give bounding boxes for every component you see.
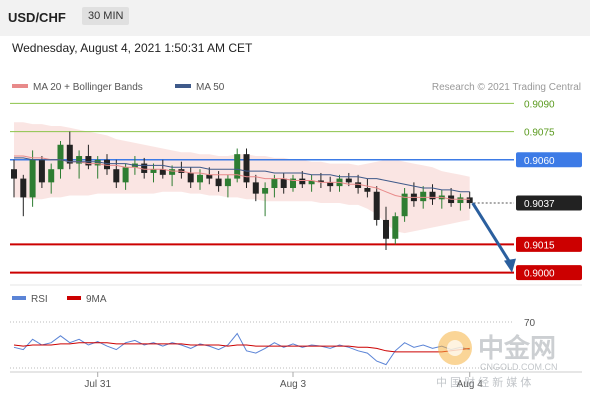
candle-body <box>215 178 222 187</box>
candle-body <box>11 169 17 179</box>
level-labels: 0.9090 0.9075 0.9060 0.9037 0.9015 0.9000 <box>516 99 582 281</box>
candle-body <box>224 178 231 187</box>
candle-body <box>299 178 306 185</box>
rsi-legend-swatch-1 <box>67 296 81 300</box>
legend-swatch-1 <box>175 84 191 88</box>
legend-swatch-0 <box>12 84 28 88</box>
candle-body <box>94 159 101 166</box>
candle-body <box>29 159 36 198</box>
candle-body <box>308 180 315 185</box>
legend-label-1: MA 50 <box>196 82 225 93</box>
rsi-series-rsi <box>13 332 470 366</box>
candle-body <box>262 188 269 194</box>
watermark-url: CNGOLD.COM.CN <box>480 362 558 372</box>
rsi-legend-swatch-0 <box>12 296 26 300</box>
candle-body <box>187 172 194 183</box>
candle-body <box>76 156 83 164</box>
level-lines <box>10 102 514 274</box>
candle-body <box>57 144 64 170</box>
level-tag-0.9000 <box>516 265 582 281</box>
candle-body <box>122 167 129 183</box>
moving-averages <box>14 155 470 200</box>
watermark: 中金网 CNGOLD.COM.CN 中 国 财 经 新 媒 体 <box>436 331 558 389</box>
forecast-line <box>471 202 512 264</box>
level-label-0.9000: 0.9000 <box>524 269 555 280</box>
candle-body <box>197 174 203 183</box>
x-tick-label-1: Aug 3 <box>280 379 307 390</box>
candle-body <box>466 197 473 204</box>
candle-body <box>392 216 399 239</box>
candle-body <box>401 193 408 217</box>
candle-body <box>373 191 380 220</box>
bollinger-area <box>14 122 470 234</box>
rsi-tick-70: 70 <box>524 318 536 329</box>
candle-body <box>159 169 166 175</box>
credit-text: Research © 2021 Trading Central <box>432 82 581 93</box>
candle-body <box>234 154 241 179</box>
level-tag-0.9015 <box>516 236 582 252</box>
main-legend: MA 20 + Bollinger Bands MA 50 <box>12 82 225 93</box>
candle-body <box>355 182 362 188</box>
candle-body <box>383 219 389 239</box>
candle-body <box>66 144 73 164</box>
candle-body <box>169 169 176 175</box>
bollinger-band <box>14 122 470 234</box>
candle-body <box>38 159 45 183</box>
candle-body <box>327 182 334 187</box>
level-label-0.9015: 0.9015 <box>524 240 555 251</box>
candle-body <box>20 178 27 198</box>
x-axis: Jul 31 Aug 3 Aug 4 <box>84 372 483 390</box>
candle-body <box>364 188 371 192</box>
ma50-line <box>14 157 470 193</box>
timestamp: Wednesday, August 4, 2021 1:50:31 AM CET <box>12 41 253 55</box>
top-bar: USD/CHF 30 MIN <box>0 0 590 36</box>
candle-body <box>141 163 148 173</box>
candle-body <box>104 159 110 170</box>
legend-label-0: MA 20 + Bollinger Bands <box>33 82 143 93</box>
level-tag-0.9037 <box>516 195 582 211</box>
level-label-0.9090: 0.9090 <box>524 99 555 110</box>
level-label-0.9060: 0.9060 <box>524 156 555 167</box>
watermark-logo-inner <box>447 340 463 356</box>
rsi-legend-label-0: RSI <box>31 294 48 305</box>
candle-body <box>420 191 427 202</box>
ma20-line <box>14 155 470 200</box>
x-tick-label-2: Aug 4 <box>457 379 484 390</box>
candle-body <box>290 178 296 188</box>
rsi-panel: 70 <box>10 318 536 369</box>
rsi-legend-label-1: 9MA <box>86 294 107 305</box>
candle-body <box>457 197 464 204</box>
candle-body <box>429 191 436 200</box>
candle-body <box>317 180 324 183</box>
candle-body <box>150 169 157 173</box>
forecast-arrowhead <box>504 258 516 273</box>
candle-body <box>252 182 259 194</box>
symbol-title: USD/CHF <box>8 10 66 25</box>
watermark-brand: 中金网 <box>478 333 556 363</box>
candle-body <box>206 174 213 179</box>
timeframe-badge[interactable]: 30 MIN <box>82 7 130 25</box>
x-tick-label-0: Jul 31 <box>84 379 111 390</box>
rsi-series-9ma <box>13 342 470 353</box>
candle-body <box>113 169 120 183</box>
rsi-legend: RSI 9MA <box>12 294 107 305</box>
level-tag-0.9060 <box>516 152 582 168</box>
candle-body <box>271 178 278 188</box>
candle-body <box>280 178 287 188</box>
candle-body <box>243 154 250 183</box>
level-label-0.9037: 0.9037 <box>524 199 555 210</box>
level-label-0.9075: 0.9075 <box>524 128 555 139</box>
candle-body <box>345 178 352 183</box>
candle-body <box>85 156 92 166</box>
forecast-arrow <box>471 202 516 273</box>
watermark-slogan: 中 国 财 经 新 媒 体 <box>436 375 531 389</box>
candle-body <box>48 169 55 183</box>
